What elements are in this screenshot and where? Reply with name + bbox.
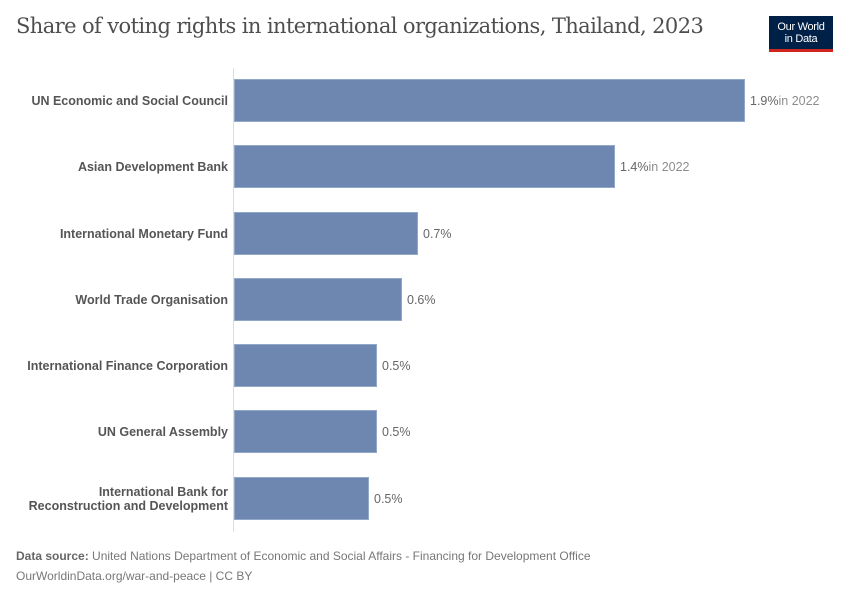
- bar-row: UN Economic and Social Council 1.9% in 20…: [0, 79, 850, 123]
- category-label: World Trade Organisation: [75, 293, 228, 307]
- bar-row: Asian Development Bank 1.4% in 2022: [0, 145, 850, 189]
- bar[interactable]: [234, 410, 377, 453]
- bar[interactable]: [234, 344, 377, 387]
- value-label: 0.5%: [374, 492, 403, 506]
- bar-row: International Bank for Reconstruction an…: [0, 477, 850, 521]
- url-license[interactable]: OurWorldinData.org/war-and-peace | CC BY: [16, 569, 253, 583]
- data-source-note: Data source: United Nations Department o…: [16, 549, 591, 563]
- data-source-text: United Nations Department of Economic an…: [92, 549, 591, 563]
- value-label: 1.9% in 2022: [750, 94, 820, 108]
- value-label: 0.7%: [423, 227, 452, 241]
- bar[interactable]: [234, 477, 369, 520]
- bar[interactable]: [234, 278, 402, 321]
- logo-text-line1: Our World: [777, 21, 825, 33]
- y-axis-line: [233, 68, 234, 532]
- category-label: International Finance Corporation: [27, 359, 228, 373]
- category-label: UN Economic and Social Council: [31, 94, 228, 108]
- bar[interactable]: [234, 145, 615, 188]
- bar-row: World Trade Organisation 0.6%: [0, 278, 850, 322]
- category-label: Asian Development Bank: [77, 160, 228, 174]
- owid-logo[interactable]: Our World in Data: [769, 16, 833, 52]
- bar-row: International Finance Corporation 0.5%: [0, 344, 850, 388]
- value-label: 0.6%: [407, 293, 436, 307]
- bar-row: UN General Assembly 0.5%: [0, 410, 850, 454]
- category-label: International Monetary Fund: [59, 227, 228, 241]
- data-source-label: Data source:: [16, 549, 89, 563]
- category-label: International Bank for Reconstruction an…: [28, 485, 228, 513]
- bar-row: International Monetary Fund 0.7%: [0, 212, 850, 256]
- bar[interactable]: [234, 212, 418, 255]
- category-label: UN General Assembly: [97, 425, 228, 439]
- value-label: 1.4% in 2022: [620, 160, 690, 174]
- logo-accent-bar: [769, 49, 833, 52]
- logo-text-line2: in Data: [784, 33, 818, 45]
- value-label: 0.5%: [382, 359, 411, 373]
- bar[interactable]: [234, 79, 745, 122]
- chart-title: Share of voting rights in international …: [16, 14, 704, 38]
- value-label: 0.5%: [382, 425, 411, 439]
